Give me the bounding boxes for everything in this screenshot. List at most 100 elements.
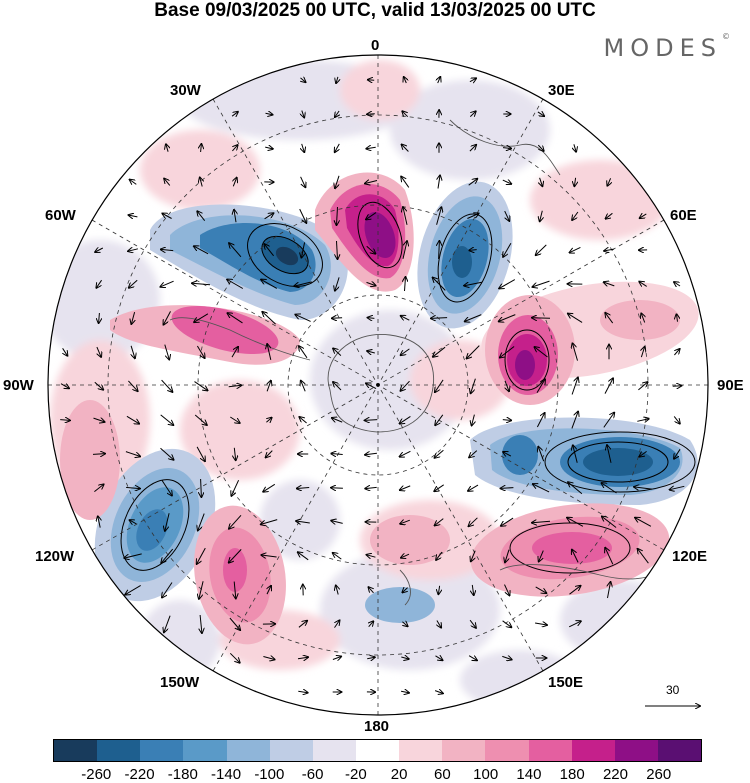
wind-vector [439, 241, 440, 260]
wind-vector [262, 312, 276, 325]
wind-vector [401, 177, 410, 188]
wind-vector [234, 581, 236, 599]
wind-vector [568, 314, 583, 323]
wind-vector [161, 548, 174, 563]
wind-vector [301, 242, 304, 257]
wind-vector [63, 348, 68, 355]
colorbar-swatch [614, 740, 658, 761]
wind-vector [267, 344, 272, 361]
wind-vector [297, 488, 310, 489]
wind-vector [435, 656, 443, 660]
wind-vector [198, 513, 205, 531]
wind-vector [532, 318, 551, 319]
wind-vector [334, 620, 340, 628]
wind-vector [337, 206, 338, 225]
wind-vector [540, 177, 543, 186]
wind-vector [539, 550, 544, 562]
wind-vector [502, 620, 512, 627]
wind-vector [336, 586, 338, 595]
wind-vector [199, 581, 204, 599]
wind-vector [637, 419, 648, 422]
wind-vector [471, 550, 476, 562]
wind-vector [435, 518, 444, 526]
wind-vector [670, 486, 685, 489]
wind-vector [228, 385, 242, 386]
wind-vector [231, 347, 238, 358]
wind-vector [540, 210, 543, 222]
wind-vector [160, 280, 174, 287]
wind-vector [229, 549, 242, 562]
wind-vector [403, 207, 408, 225]
wind-vector [164, 344, 169, 360]
wind-vector [162, 582, 173, 598]
wind-vector [98, 516, 100, 528]
wind-vector [367, 555, 376, 557]
wind-vector [60, 420, 70, 421]
wind-vector [402, 145, 409, 152]
wind-vector [639, 282, 647, 287]
wind-vector [95, 248, 104, 252]
wind-vector [672, 386, 682, 387]
wind-vector [472, 584, 473, 595]
wind-vector [607, 445, 612, 463]
wind-vector [436, 207, 442, 225]
wind-vector [162, 214, 172, 219]
lon-label-0: 0 [371, 37, 380, 54]
wind-vector [501, 517, 514, 526]
map-title: Base 09/03/2025 00 UTC, valid 13/03/2025… [154, 0, 596, 21]
lon-label-60w: 60W [45, 207, 76, 224]
wind-vector [533, 484, 550, 493]
wind-vector [469, 145, 476, 152]
wind-vector [228, 313, 243, 324]
wind-vector [96, 279, 103, 288]
wind-vector [365, 487, 377, 488]
positive-anomaly-90e [481, 281, 699, 405]
wind-vector [129, 279, 138, 288]
wind-vector [294, 281, 312, 286]
wind-vector [468, 484, 479, 491]
wind-vector [234, 447, 235, 460]
brand-name: MODES [603, 34, 722, 62]
wind-vector [401, 380, 410, 391]
wind-vector [571, 378, 578, 395]
wind-vector [332, 657, 341, 660]
wind-vector [128, 380, 137, 391]
wind-vector [635, 518, 652, 527]
wind-vector [301, 381, 306, 392]
map-border [47, 54, 709, 716]
wind-vector [126, 487, 140, 488]
wind-vector [471, 378, 476, 394]
wind-vector [438, 585, 439, 594]
wind-vector [335, 277, 340, 290]
wind-vector [502, 420, 511, 421]
wind-vector [161, 249, 174, 250]
wind-vector [336, 76, 338, 83]
wind-vector [605, 313, 614, 324]
copyright-mark: © [722, 32, 730, 41]
colorbar-tick-labels: -260 -220 -180 -140 -100 -60 -20 20 60 100 140 180 2… [53, 766, 702, 783]
wind-vector [602, 517, 617, 528]
lon-label-30e: 30E [548, 82, 575, 99]
wind-vector [402, 622, 407, 626]
colorbar-swatch [485, 740, 529, 761]
wind-vector [194, 381, 208, 391]
wind-vector [297, 657, 308, 659]
wind-vector [433, 278, 446, 291]
wind-vector [263, 483, 276, 491]
wind-vector [335, 110, 339, 117]
wind-vector [569, 586, 581, 595]
wind-vector [572, 211, 579, 220]
modes-logo: MODES© [603, 32, 730, 62]
wind-vector [464, 282, 482, 285]
wind-vector [160, 447, 174, 459]
lon-label-150e: 150E [548, 674, 584, 691]
wind-vector [503, 242, 512, 257]
wind-vector [298, 552, 309, 561]
wind-vector [574, 144, 576, 151]
wind-vector [434, 691, 443, 694]
colorbar-swatch [442, 740, 486, 761]
wind-vector [166, 144, 168, 152]
wind-vector [469, 450, 478, 458]
wind-vector [634, 487, 652, 489]
wind-vector [505, 549, 510, 563]
